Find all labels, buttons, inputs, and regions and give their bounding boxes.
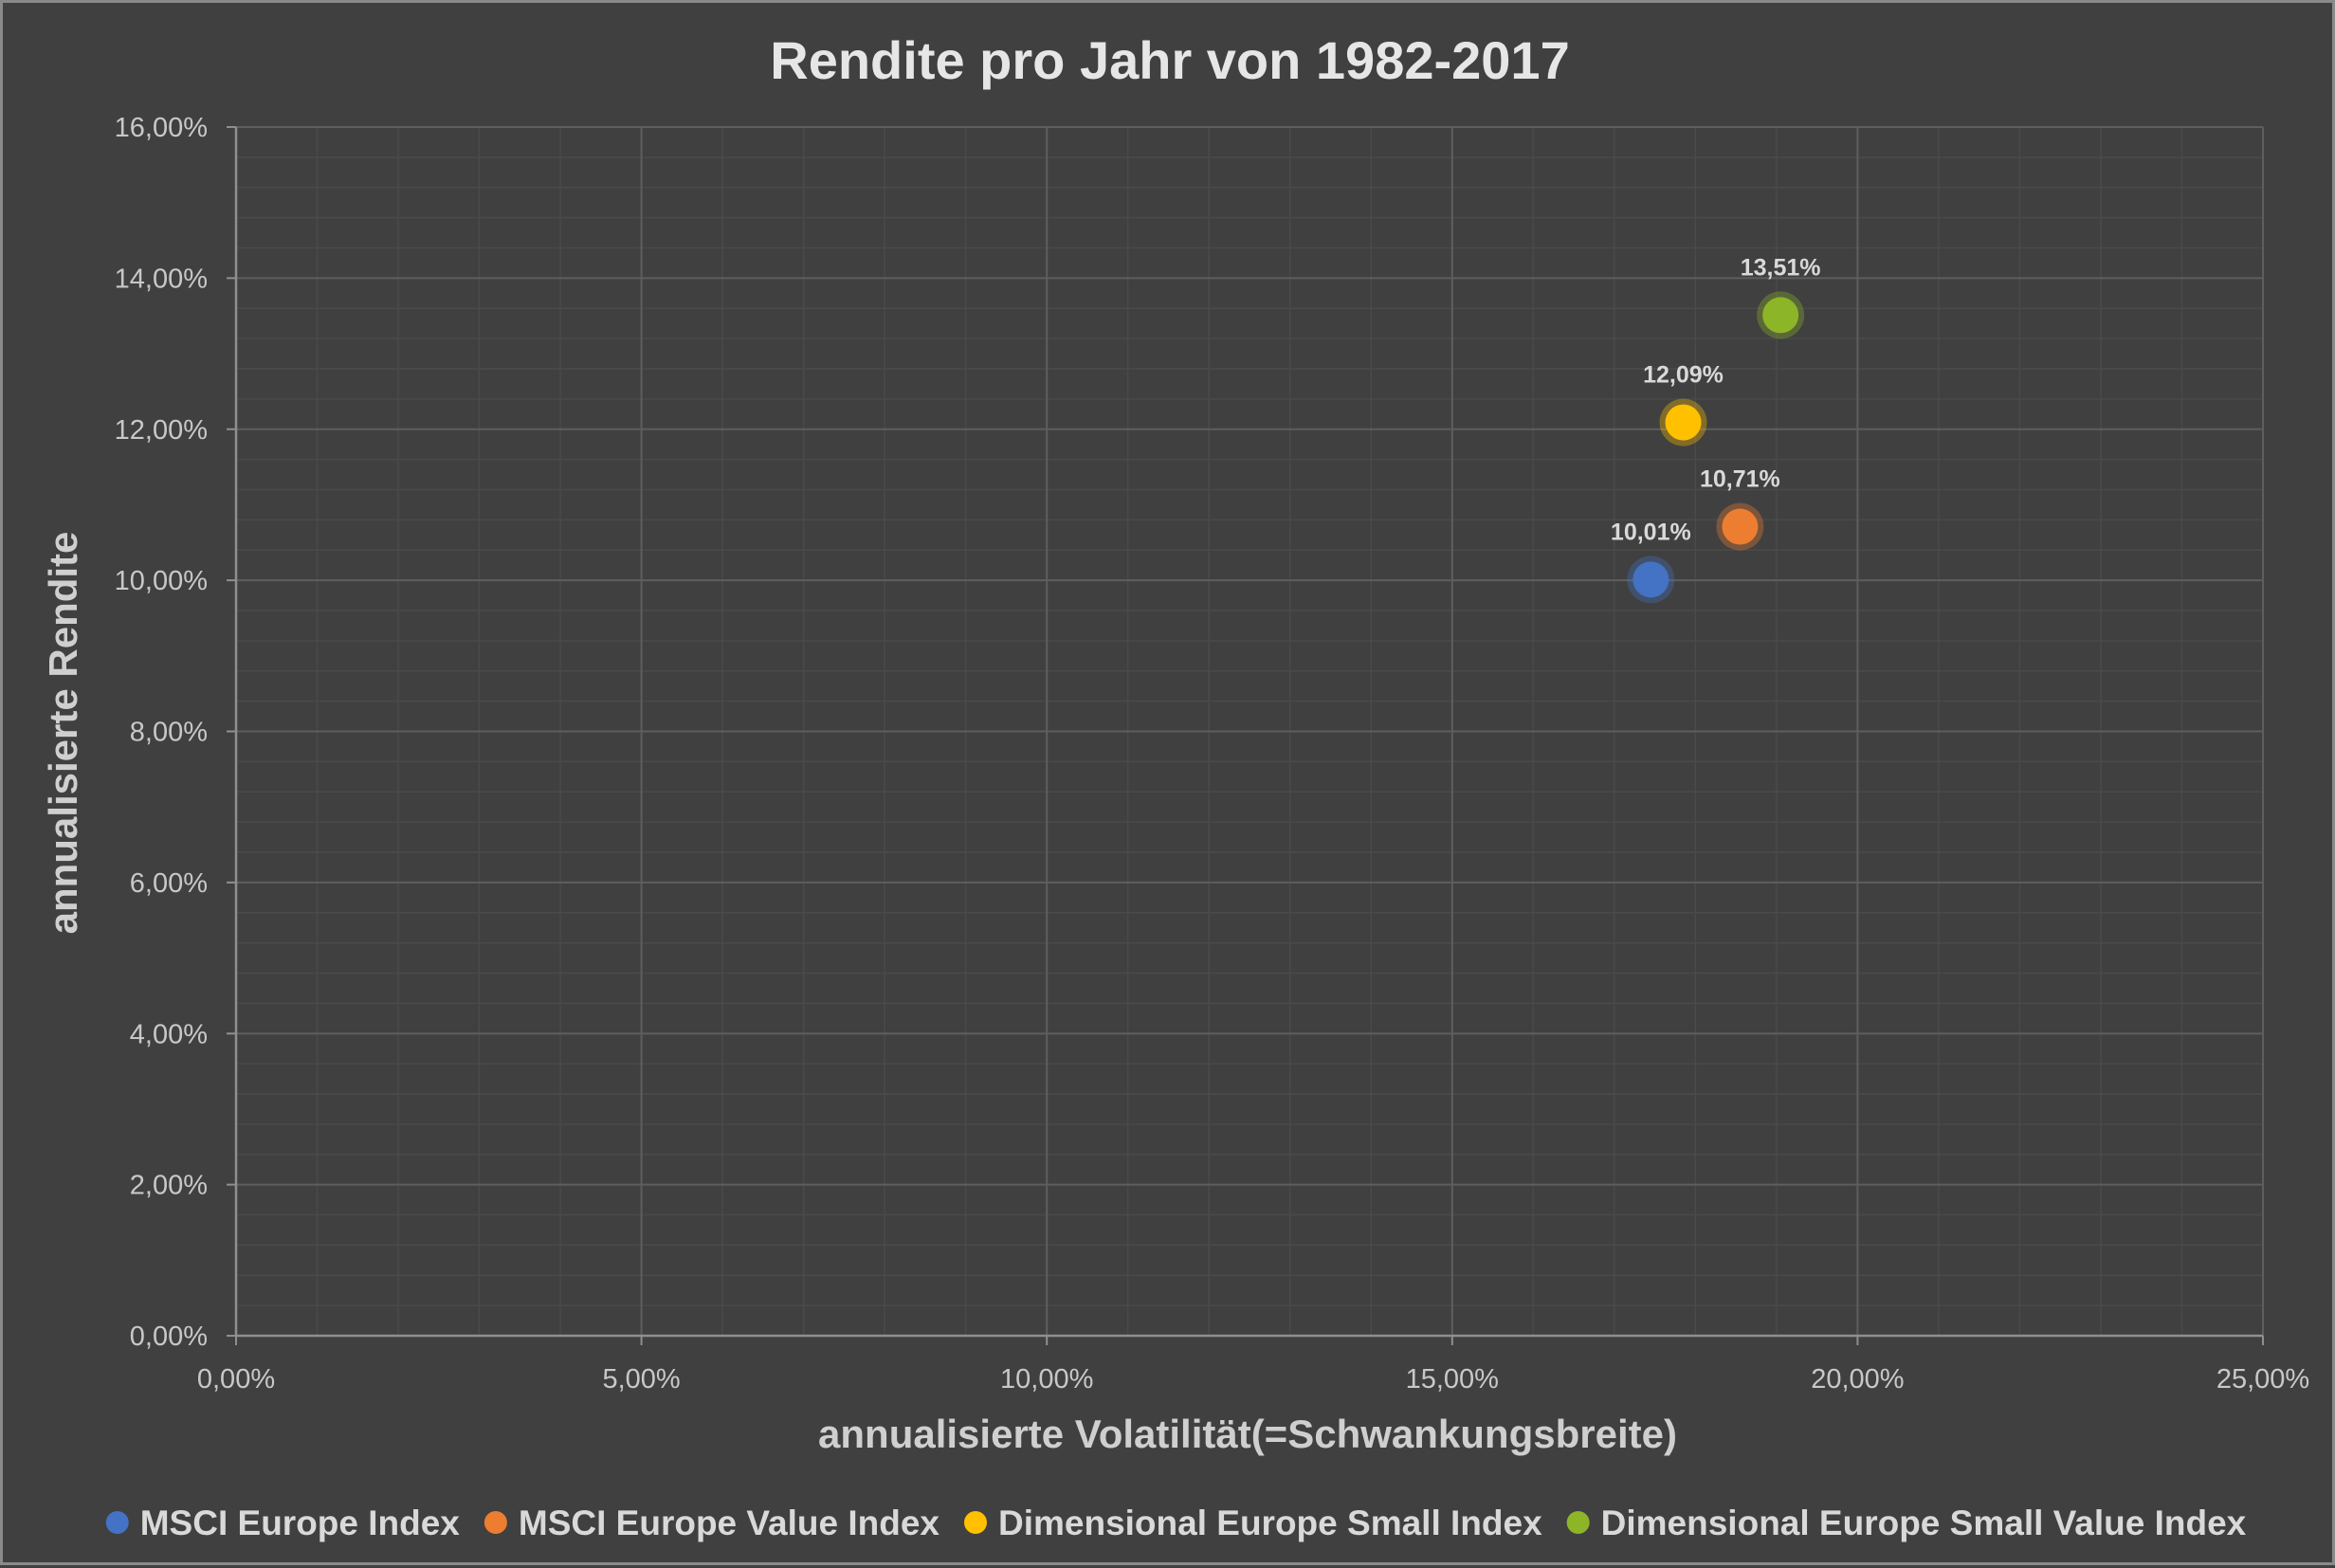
data-point [1665,404,1702,441]
data-point [1722,508,1759,545]
legend-marker [1566,1511,1590,1534]
legend-label: MSCI Europe Index [140,1504,461,1542]
axes [227,126,2264,1345]
y-tick-label: 2,00% [130,1171,208,1201]
x-tick-label: 20,00% [1811,1364,1904,1395]
data-labels: 10,01% 10,71% 12,09% 13,51% [1611,254,1821,545]
legend-marker [483,1511,507,1534]
x-axis-title: annualisierte Volatilität(=Schwankungsbr… [818,1412,1677,1456]
data-label: 13,51% [1741,254,1821,281]
x-tick-label: 5,00% [602,1364,680,1395]
tick-labels: 0,00% 5,00% 10,00% 15,00% 20,00% 25,00% 0,00% 2… [115,113,2310,1395]
y-tick-label: 14,00% [115,264,208,294]
y-tick-label: 6,00% [130,868,208,899]
legend-item: Dimensional Europe Small Index [964,1504,1542,1542]
legend-item: MSCI Europe Value Index [483,1504,940,1542]
y-tick-label: 12,00% [115,415,208,446]
y-tick-label: 10,00% [115,566,208,596]
legend-marker [964,1511,987,1534]
x-tick-label: 10,00% [1000,1364,1093,1395]
legend-label: Dimensional Europe Small Index [998,1504,1542,1542]
scatter-chart: 0,00% 5,00% 10,00% 15,00% 20,00% 25,00% 0,00% 2… [41,30,2310,1542]
y-tick-label: 16,00% [115,113,208,143]
legend-marker [105,1511,129,1534]
y-axis-title: annualisierte Rendite [41,532,85,935]
chart-title: Rendite pro Jahr von 1982-2017 [770,30,1569,90]
y-tick-label: 8,00% [130,718,208,748]
x-tick-label: 0,00% [197,1364,275,1395]
legend-item: MSCI Europe Index [105,1504,461,1542]
data-label: 10,71% [1700,466,1780,493]
grid [235,126,2264,1337]
x-tick-label: 25,00% [2216,1364,2309,1395]
legend-item: Dimensional Europe Small Value Index [1566,1504,2247,1542]
y-tick-label: 0,00% [130,1322,208,1352]
legend-label: MSCI Europe Value Index [519,1504,940,1542]
data-label: 12,09% [1643,362,1724,389]
y-tick-label: 4,00% [130,1019,208,1049]
data-point [1633,561,1669,598]
data-point [1762,297,1799,334]
legend: MSCI Europe Index MSCI Europe Value Index… [105,1504,2247,1542]
x-tick-label: 15,00% [1406,1364,1499,1395]
data-points [1627,291,1805,604]
legend-label: Dimensional Europe Small Value Index [1601,1504,2247,1542]
data-label: 10,01% [1611,519,1691,545]
